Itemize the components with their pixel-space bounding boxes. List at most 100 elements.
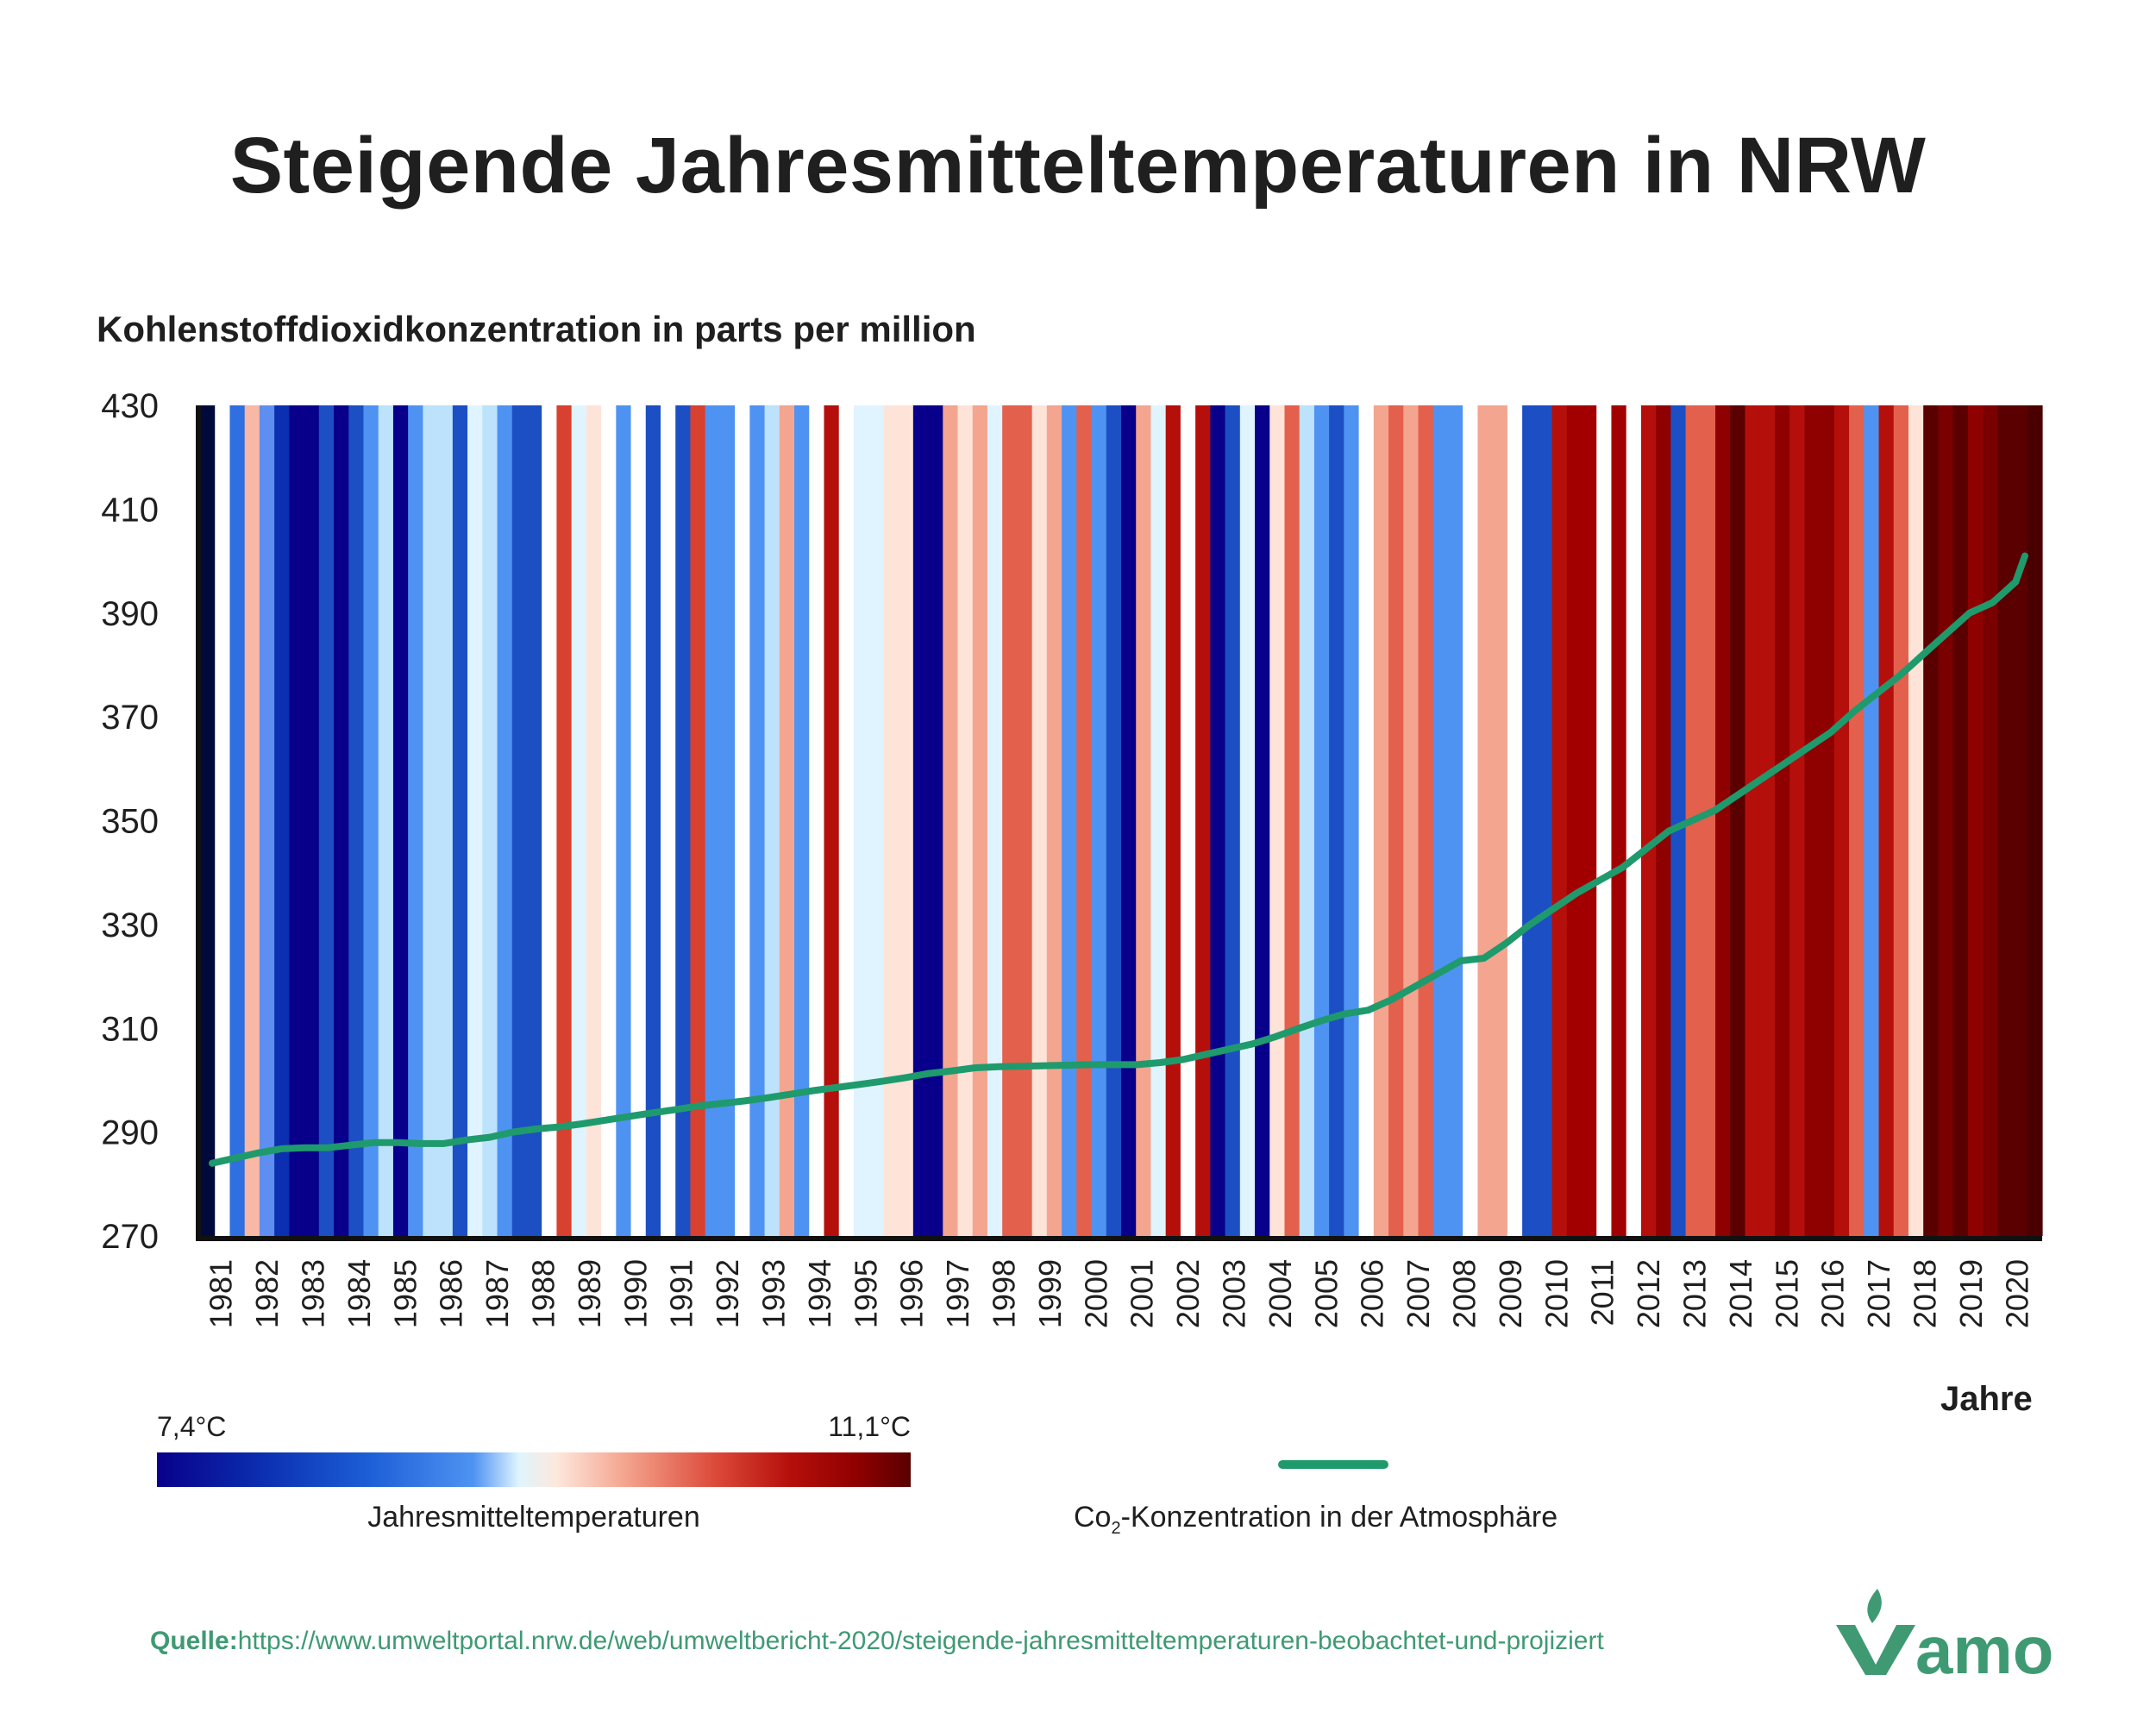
temperature-stripe — [1299, 405, 1315, 1236]
temperature-stripe — [1804, 405, 1821, 1236]
temperature-stripe — [1997, 405, 2014, 1236]
temperature-stripe — [1106, 405, 1122, 1236]
y-tick-label: 270 — [101, 1218, 159, 1256]
temperature-stripe — [1344, 405, 1360, 1236]
temperature-stripe — [467, 405, 483, 1236]
temperature-stripe — [735, 405, 750, 1236]
temperature-stripe — [1269, 405, 1286, 1236]
legend-temp-max: 11,1°C — [828, 1411, 911, 1442]
co2-series-line — [209, 552, 2028, 1167]
temperature-stripe — [1611, 405, 1627, 1236]
temperature-stripe — [437, 405, 454, 1236]
legend-co2-subscript: 2 — [1111, 1518, 1121, 1538]
y-tick-label: 330 — [101, 906, 159, 944]
x-tick-label: 1997 — [940, 1259, 975, 1328]
temperature-stripe — [1239, 405, 1256, 1236]
x-tick-label: 2016 — [1815, 1259, 1851, 1328]
temperature-stripe — [1002, 405, 1018, 1236]
temperature-stripe — [1195, 405, 1211, 1236]
temperature-stripe — [824, 405, 840, 1236]
vamo-logo: amo — [1836, 1589, 2053, 1680]
temperature-stripe — [556, 405, 573, 1236]
x-tick-label: 2018 — [1908, 1259, 1943, 1328]
temperature-stripe — [1076, 405, 1093, 1236]
temperature-stripe — [200, 405, 216, 1236]
temperature-stripe — [1210, 405, 1226, 1236]
temperature-stripe — [348, 405, 365, 1236]
temperature-stripe — [1640, 405, 1657, 1236]
x-tick-label: 2019 — [1953, 1259, 1989, 1328]
x-tick-label: 1987 — [479, 1259, 515, 1328]
y-tick-label: 370 — [101, 699, 159, 737]
temperature-stripe — [1730, 405, 1746, 1236]
temperature-stripe — [229, 405, 246, 1236]
x-tick-label: 2006 — [1355, 1259, 1390, 1328]
temperature-stripe — [1329, 405, 1344, 1236]
x-tick-label: 1998 — [987, 1259, 1022, 1328]
temperature-stripe — [661, 405, 676, 1236]
temperature-stripe — [259, 405, 275, 1236]
temperature-stripe — [2027, 405, 2043, 1236]
x-tick-label: 2003 — [1217, 1259, 1252, 1328]
x-tick-label: 2010 — [1539, 1259, 1574, 1328]
legend-co2-prefix: Co — [1074, 1501, 1112, 1534]
temperature-stripe — [809, 405, 825, 1236]
source-label: Quelle: — [150, 1627, 238, 1655]
temperature-stripe — [1952, 405, 1969, 1236]
temperature-stripe — [1403, 405, 1420, 1236]
temperature-stripe — [452, 405, 468, 1236]
temperature-stripe — [1522, 405, 1538, 1236]
x-tick-label: 2000 — [1078, 1259, 1113, 1328]
chart-title: Steigende Jahresmitteltemperaturen in NR… — [229, 122, 1927, 210]
temperature-stripe — [779, 405, 795, 1236]
temperature-stripe — [1626, 405, 1642, 1236]
temperature-stripe — [1447, 405, 1463, 1236]
x-tick-label: 2012 — [1631, 1259, 1666, 1328]
x-tick-label: 1991 — [664, 1259, 699, 1328]
temperature-stripe — [630, 405, 647, 1236]
x-tick-label: 2013 — [1677, 1259, 1713, 1328]
temperature-stripe — [1759, 405, 1776, 1236]
temperature-stripe — [1774, 405, 1790, 1236]
temperature-stripe — [423, 405, 439, 1236]
temperature-stripe — [497, 405, 513, 1236]
logo-wordmark: amo — [1915, 1612, 2053, 1680]
temperature-stripe — [1180, 405, 1196, 1236]
x-tick-label: 1985 — [387, 1259, 423, 1328]
temperature-stripe — [883, 405, 899, 1236]
temperature-stripe — [1864, 405, 1880, 1236]
temperature-stripe — [1062, 405, 1077, 1236]
x-tick-label: 2001 — [1125, 1259, 1160, 1328]
x-tick-label: 1990 — [617, 1259, 653, 1328]
temperature-stripe — [1225, 405, 1241, 1236]
y-tick-label: 350 — [101, 803, 159, 841]
x-tick-label: 2008 — [1447, 1259, 1482, 1328]
temperature-stripe — [943, 405, 959, 1236]
temperature-stripe — [1165, 405, 1181, 1236]
legend-temperature-label: Jahresmitteltemperaturen — [367, 1501, 700, 1534]
source-link[interactable]: https://www.umweltportal.nrw.de/web/umwe… — [237, 1627, 1604, 1655]
y-tick-label: 310 — [101, 1010, 159, 1048]
legend-co2-suffix: -Konzentration in der Atmosphäre — [1120, 1501, 1558, 1534]
y-tick-label: 410 — [101, 491, 159, 529]
x-tick-label: 1994 — [802, 1259, 837, 1328]
temperature-stripe — [1551, 405, 1568, 1236]
temperature-stripe — [1358, 405, 1375, 1236]
temperature-stripe — [378, 405, 394, 1236]
temperature-stripe — [408, 405, 423, 1236]
x-tick-label: 1986 — [434, 1259, 469, 1328]
temperature-stripe — [1373, 405, 1389, 1236]
temperature-stripe — [1432, 405, 1449, 1236]
temperature-stripe — [1745, 405, 1761, 1236]
x-tick-label: 2017 — [1861, 1259, 1896, 1328]
temperature-stripe — [972, 405, 988, 1236]
temperature-stripe — [1313, 405, 1330, 1236]
temperature-stripe — [1046, 405, 1062, 1236]
temperature-stripe — [244, 405, 260, 1236]
temperature-stripe — [1893, 405, 1909, 1236]
y-tick-label: 430 — [101, 387, 159, 425]
temperature-stripe — [215, 405, 231, 1236]
temperature-stripe — [675, 405, 692, 1236]
legend-co2-label: Co2-Konzentration in der Atmosphäre — [1074, 1501, 1557, 1539]
